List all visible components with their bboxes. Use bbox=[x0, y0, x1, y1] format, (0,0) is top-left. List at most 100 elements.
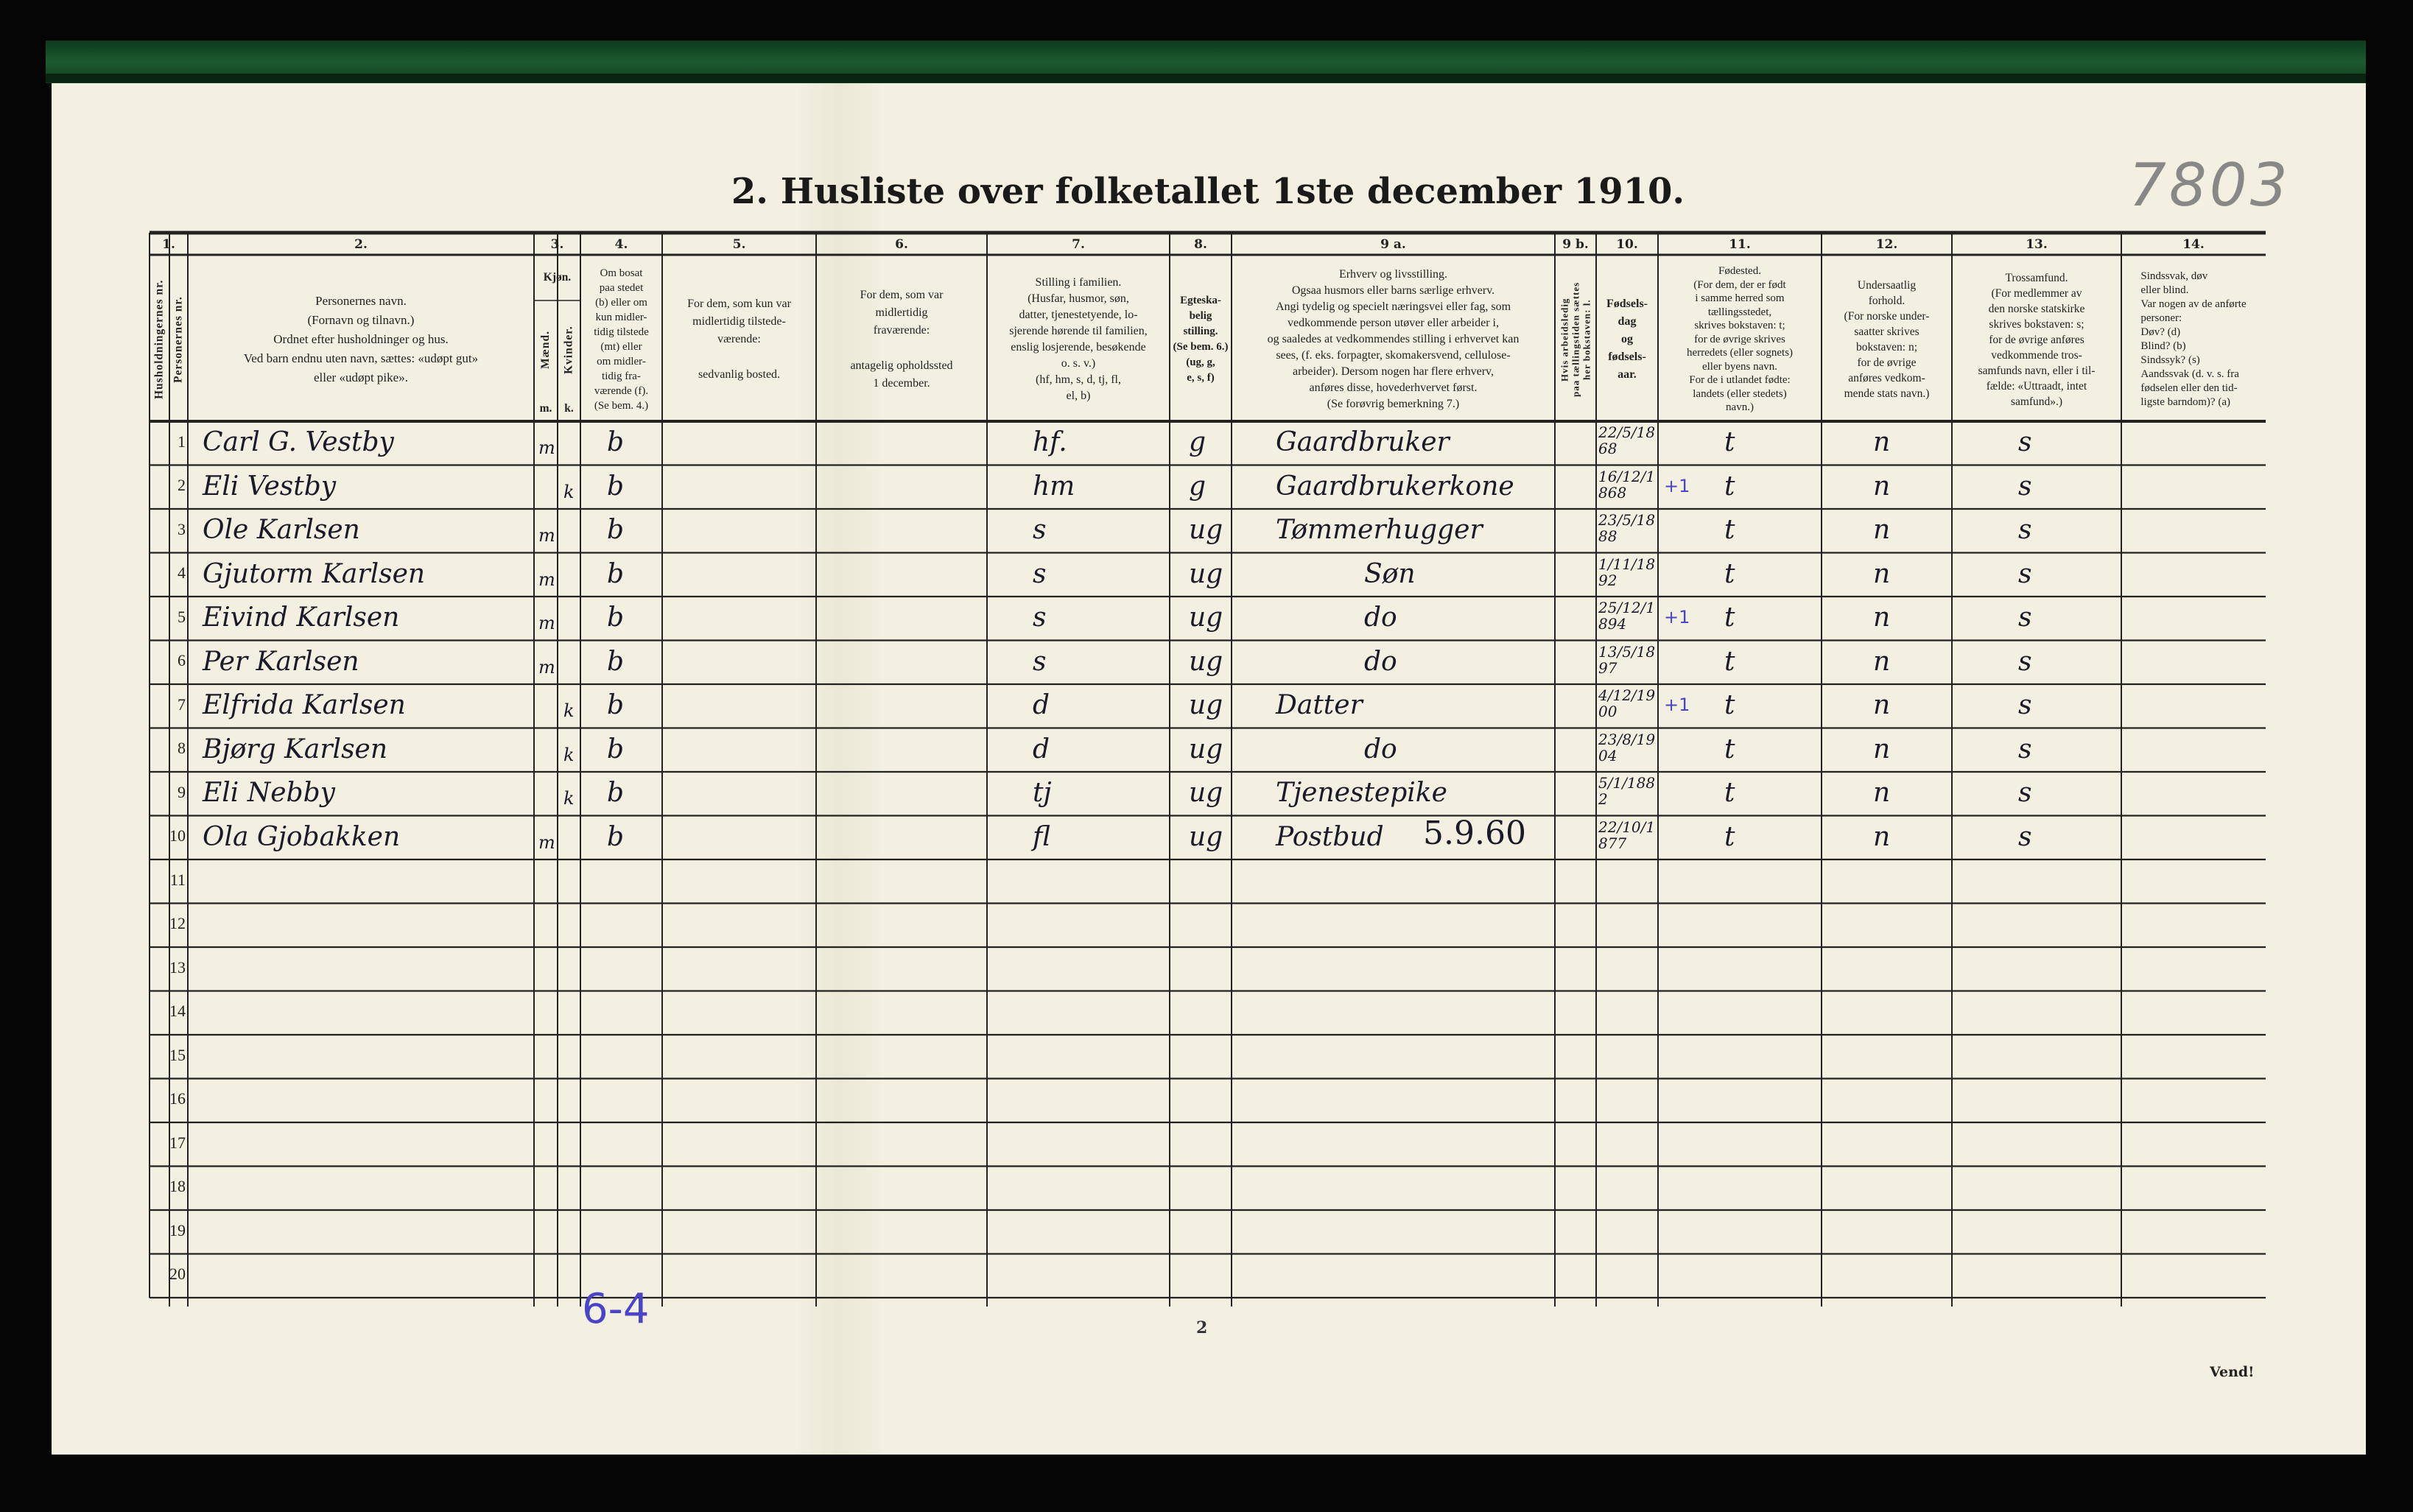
column-number: 3. bbox=[550, 237, 564, 252]
birth-date: 1/11/1892 bbox=[1598, 555, 1656, 589]
sex-female: k bbox=[563, 481, 575, 502]
religion: s bbox=[2018, 821, 2032, 852]
pencil-annotation: 6-4 bbox=[582, 1285, 650, 1333]
header-husholdning_nr: Husholdningernes nr. bbox=[152, 279, 166, 400]
family-position: d bbox=[1033, 690, 1050, 720]
row-number: 13 bbox=[169, 957, 186, 977]
birthplace: t bbox=[1724, 471, 1735, 502]
sex-male: m bbox=[538, 525, 555, 546]
header-maend: Mænd. bbox=[539, 331, 552, 369]
sex-female: k bbox=[563, 744, 575, 765]
column-number: 6. bbox=[895, 237, 908, 252]
header-fodselsdag: Fødsels- dag og fødsels- aar. bbox=[1606, 298, 1648, 381]
column-number: 9 a. bbox=[1380, 237, 1406, 252]
scanner-border bbox=[46, 74, 2366, 82]
occupation: Postbud bbox=[1276, 821, 1384, 852]
occupation: Tjenestepike bbox=[1276, 778, 1447, 808]
column-number: 11. bbox=[1729, 237, 1751, 252]
person-name: Ola Gjobakken bbox=[203, 821, 401, 852]
marital-status: ug bbox=[1189, 734, 1223, 764]
row-number: 20 bbox=[169, 1265, 186, 1284]
occupation: do bbox=[1364, 734, 1397, 764]
header-tilstede: For dem, som kun var midlertidig tilsted… bbox=[687, 298, 791, 381]
header-erhverv: Erhverv og livsstilling. Ogsaa husmors e… bbox=[1267, 268, 1520, 410]
person-name: Per Karlsen bbox=[203, 646, 359, 677]
residence-status: b bbox=[607, 646, 625, 677]
row-number: 7 bbox=[178, 695, 186, 714]
person-name: Eli Vestby bbox=[203, 471, 337, 502]
residence-status: b bbox=[607, 602, 625, 633]
birthplace: t bbox=[1724, 778, 1735, 808]
sex-male: m bbox=[538, 831, 555, 853]
birthplace: t bbox=[1724, 427, 1735, 457]
family-position: hm bbox=[1033, 471, 1075, 502]
marital-status: ug bbox=[1189, 821, 1223, 852]
citizenship: n bbox=[1873, 821, 1891, 852]
person-name: Eli Nebby bbox=[203, 778, 335, 808]
occupation: do bbox=[1364, 602, 1397, 633]
person-name: Eivind Karlsen bbox=[203, 602, 400, 633]
residence-status: b bbox=[607, 821, 625, 852]
column-number: 7. bbox=[1072, 237, 1085, 252]
marital-status: g bbox=[1189, 471, 1206, 502]
row-number: 10 bbox=[169, 826, 186, 845]
row-number: 18 bbox=[169, 1177, 186, 1196]
occupation: do bbox=[1364, 646, 1397, 677]
census-form-page bbox=[52, 83, 2366, 1455]
family-position: tj bbox=[1033, 778, 1052, 808]
sex-male: m bbox=[538, 569, 555, 590]
citizenship: n bbox=[1873, 515, 1891, 545]
religion: s bbox=[2018, 646, 2032, 677]
header-m: m. bbox=[539, 402, 552, 415]
column-number: 2. bbox=[354, 237, 368, 252]
sex-female: k bbox=[563, 700, 575, 721]
religion: s bbox=[2018, 558, 2032, 589]
person-name: Elfrida Karlsen bbox=[203, 690, 406, 720]
occupation: Gaardbruker bbox=[1276, 427, 1450, 457]
sex-male: m bbox=[538, 656, 555, 678]
birth-date: 4/12/1900 bbox=[1598, 686, 1656, 720]
family-position: d bbox=[1033, 734, 1050, 764]
row-number: 14 bbox=[169, 1002, 186, 1021]
sex-male: m bbox=[538, 437, 555, 458]
citizenship: n bbox=[1873, 602, 1891, 633]
row-number: 17 bbox=[169, 1133, 186, 1152]
religion: s bbox=[2018, 471, 2032, 502]
occupation: Datter bbox=[1276, 690, 1363, 720]
marital-status: ug bbox=[1189, 515, 1223, 545]
residence-status: b bbox=[607, 778, 625, 808]
birthplace: t bbox=[1724, 558, 1735, 589]
citizenship: n bbox=[1873, 427, 1891, 457]
religion: s bbox=[2018, 427, 2032, 457]
page-number: 2 bbox=[1196, 1318, 1208, 1337]
row-number: 19 bbox=[169, 1220, 186, 1240]
marital-status: ug bbox=[1189, 690, 1223, 720]
header-undersaatlig: Undersaatlig forhold. (For norske under-… bbox=[1844, 279, 1930, 400]
header-kvinder: Kvinder. bbox=[562, 326, 575, 374]
birthplace: t bbox=[1724, 734, 1735, 764]
column-number: 10. bbox=[1616, 237, 1638, 252]
marital-status: ug bbox=[1189, 778, 1223, 808]
birth-date: 25/12/1894 bbox=[1598, 599, 1656, 633]
occupation: Tømmerhugger bbox=[1276, 515, 1483, 545]
religion: s bbox=[2018, 734, 2032, 764]
marital-status: ug bbox=[1189, 602, 1223, 633]
row-number: 3 bbox=[178, 519, 186, 538]
row-number: 6 bbox=[178, 651, 186, 670]
family-position: fl bbox=[1033, 821, 1051, 852]
header-arbeidsledig: Hvis arbeidsledig paa tællingstiden sætt… bbox=[1559, 281, 1592, 398]
header-egteskap: Egteska- belig stilling. (Se bem. 6.) (u… bbox=[1173, 295, 1229, 384]
birth-mark: +1 bbox=[1664, 475, 1690, 496]
archive-number: 7803 bbox=[2129, 151, 2291, 219]
family-position: s bbox=[1033, 558, 1047, 589]
occupation: Gaardbrukerkone bbox=[1276, 471, 1514, 502]
row-number: 2 bbox=[178, 476, 186, 495]
column-number: 12. bbox=[1875, 237, 1898, 252]
person-name: Carl G. Vestby bbox=[203, 427, 394, 457]
header-kjonn: Kjøn. bbox=[543, 271, 572, 284]
citizenship: n bbox=[1873, 646, 1891, 677]
column-number: 5. bbox=[732, 237, 746, 252]
column-number: 14. bbox=[2182, 237, 2205, 252]
header-person_nr: Personernes nr. bbox=[172, 296, 185, 383]
column-number: 1. bbox=[162, 237, 175, 252]
